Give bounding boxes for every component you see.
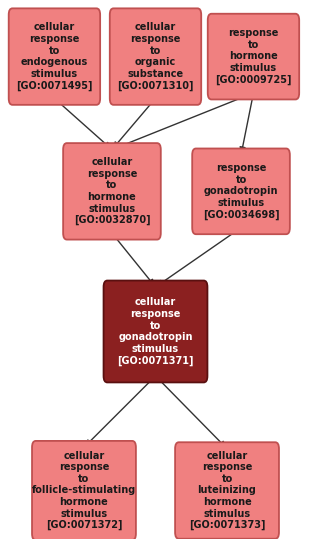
Text: cellular
response
to
follicle-stimulating
hormone
stimulus
[GO:0071372]: cellular response to follicle-stimulatin… bbox=[32, 451, 136, 530]
Text: response
to
hormone
stimulus
[GO:0009725]: response to hormone stimulus [GO:0009725… bbox=[215, 28, 292, 85]
FancyBboxPatch shape bbox=[208, 13, 299, 99]
FancyBboxPatch shape bbox=[110, 9, 201, 105]
Text: response
to
gonadotropin
stimulus
[GO:0034698]: response to gonadotropin stimulus [GO:00… bbox=[203, 163, 279, 220]
Text: cellular
response
to
luteinizing
hormone
stimulus
[GO:0071373]: cellular response to luteinizing hormone… bbox=[189, 451, 265, 530]
Text: cellular
response
to
gonadotropin
stimulus
[GO:0071371]: cellular response to gonadotropin stimul… bbox=[117, 298, 194, 365]
FancyBboxPatch shape bbox=[175, 442, 279, 539]
FancyBboxPatch shape bbox=[192, 148, 290, 234]
FancyBboxPatch shape bbox=[32, 441, 136, 539]
FancyBboxPatch shape bbox=[9, 9, 100, 105]
Text: cellular
response
to
endogenous
stimulus
[GO:0071495]: cellular response to endogenous stimulus… bbox=[16, 23, 93, 91]
FancyBboxPatch shape bbox=[104, 280, 207, 383]
FancyBboxPatch shape bbox=[63, 143, 161, 239]
Text: cellular
response
to
organic
substance
[GO:0071310]: cellular response to organic substance [… bbox=[117, 23, 194, 91]
Text: cellular
response
to
hormone
stimulus
[GO:0032870]: cellular response to hormone stimulus [G… bbox=[74, 157, 150, 225]
